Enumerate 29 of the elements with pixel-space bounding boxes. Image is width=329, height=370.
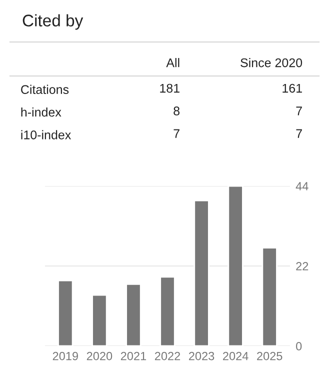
x-tick-label: Since 2020 (240, 58, 302, 68)
bar (194, 200, 210, 346)
data-label: 181 (160, 84, 180, 93)
data-label: 7 (296, 106, 302, 116)
x-tick-label: All (166, 58, 180, 68)
bar (262, 247, 278, 346)
data-label: 7 (174, 129, 180, 138)
x-tick-label: 2024 (223, 352, 248, 360)
bar (160, 276, 176, 346)
bar (58, 280, 74, 346)
y-tick-label: h-index (21, 107, 62, 117)
x-tick-label: 2022 (154, 352, 180, 360)
y-tick-label: i10-index (21, 130, 72, 140)
chart-title: Cited by (22, 14, 84, 30)
y-tick-label: 22 (296, 262, 308, 270)
x-tick-label: 2020 (86, 352, 112, 360)
data-label: 8 (174, 106, 180, 116)
data-label: 7 (296, 129, 302, 138)
y-tick-label: 44 (296, 182, 308, 190)
x-tick-label: 2023 (188, 352, 214, 360)
x-tick-label: 2021 (120, 352, 146, 360)
x-tick-label: 2019 (52, 352, 78, 360)
data-label: 161 (282, 84, 302, 93)
bar (126, 283, 142, 346)
bar (92, 294, 108, 346)
bar (228, 186, 244, 346)
y-tick-label: 0 (296, 342, 302, 350)
y-tick-label: Citations (21, 84, 69, 94)
x-tick-label: 2025 (257, 352, 282, 360)
